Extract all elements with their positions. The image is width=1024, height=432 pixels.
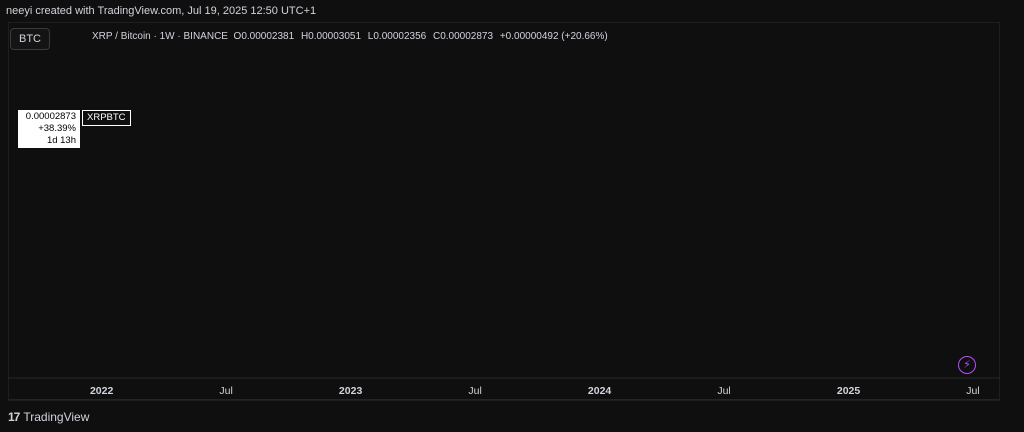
legend-change: +0.00000492 (+20.66%) (499, 31, 608, 42)
legend-c-key: C (432, 31, 441, 42)
legend-h-value: 0.00003051 (308, 31, 362, 42)
legend-h-key: H (300, 31, 309, 42)
x-tick-label: Jul (966, 385, 979, 397)
x-tick-label: Jul (219, 385, 232, 397)
current-price-change: +38.39% (38, 123, 76, 134)
symbol-button[interactable]: BTC (10, 28, 50, 50)
x-tick-label: 2024 (588, 385, 612, 397)
legend-pair: XRP / Bitcoin · 1W · BINANCE (92, 31, 228, 42)
legend-c-value: 0.00002873 (440, 31, 494, 42)
ohlc-legend: XRP / Bitcoin · 1W · BINANCE O0.00002381… (92, 30, 612, 44)
legend-o-value: 0.00002381 (241, 31, 295, 42)
x-tick-label: Jul (717, 385, 730, 397)
tradingview-logo-icon: 17 (8, 410, 20, 424)
x-tick-label: 2022 (90, 385, 114, 397)
current-price-value: 0.00002873 (25, 111, 76, 122)
bar-countdown: 1d 13h (46, 135, 76, 146)
x-tick-label: 2023 (339, 385, 363, 397)
chart-frame (8, 22, 1000, 400)
x-tick-label: 2025 (837, 385, 861, 397)
legend-o-key: O (233, 31, 242, 42)
legend-l-key: L (367, 31, 374, 42)
legend-l-value: 0.00002356 (373, 31, 427, 42)
x-tick-label: Jul (468, 385, 481, 397)
tradingview-footer[interactable]: 17 TradingView (8, 410, 89, 424)
symbol-price-label: XRPBTC (82, 110, 131, 126)
current-price-tag: 0.00002873 +38.39% 1d 13h (18, 110, 80, 148)
chart-credit: neeyi created with TradingView.com, Jul … (6, 5, 317, 17)
tradingview-brand: TradingView (23, 410, 90, 424)
lightning-icon[interactable]: ⚡ (958, 356, 976, 374)
